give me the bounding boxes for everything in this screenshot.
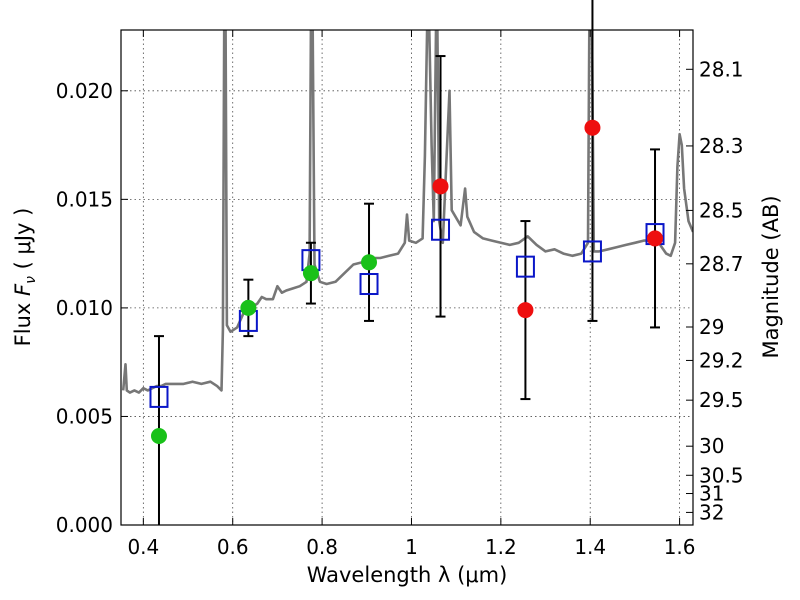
x-tick-label: 1.2: [485, 535, 517, 559]
plot-frame: [120, 29, 694, 526]
y2-tick-label: 32: [699, 500, 724, 524]
model-bandpass-square: [431, 218, 451, 241]
y2-tick-label: 30: [699, 434, 724, 458]
y2-tick-label: 30.5: [699, 463, 744, 487]
x-tick-label: 0.8: [306, 535, 338, 559]
y2-tick-label: 28.1: [699, 57, 744, 81]
observed-flux-point: [584, 119, 601, 136]
y2-tick-label: 28.3: [699, 134, 744, 158]
y-tick-label: 0.010: [56, 296, 113, 320]
observed-flux-point: [302, 265, 319, 282]
y-axis-label: Flux Fν ( μJy ): [11, 208, 39, 347]
y2-tick-label: 29.5: [699, 388, 744, 412]
series-layer: [121, 30, 693, 394]
y2-tick-label: 28.5: [699, 198, 744, 222]
x-tick-label: 0.4: [127, 535, 159, 559]
grid: [121, 30, 693, 526]
observed-flux-point: [240, 299, 257, 316]
observed-flux-point: [361, 254, 378, 271]
x-tick-label: 0.6: [217, 535, 249, 559]
y-tick-label: 0.020: [56, 79, 113, 103]
model-bandpass-square: [582, 240, 602, 263]
y2-axis-label: Magnitude (AB): [759, 195, 783, 358]
y2-tick-label: 31: [699, 482, 724, 506]
x-tick-label: 1.4: [574, 535, 606, 559]
x-tick-label: 1.6: [664, 535, 696, 559]
y2-tick-label: 28.7: [699, 252, 744, 276]
x-tick-label: 1: [405, 535, 418, 559]
x-axis-label: Wavelength λ (μm): [307, 563, 508, 587]
y-tick-label: 0.015: [56, 187, 113, 211]
y2-tick-label: 29.2: [699, 348, 744, 372]
y2-tick-label: 29: [699, 315, 724, 339]
observed-flux-point: [432, 178, 449, 195]
y-tick-label: 0.000: [56, 513, 113, 537]
model-spectrum-line: [121, 30, 693, 394]
model-bandpass-square: [515, 255, 535, 278]
observed-flux-point: [150, 427, 167, 444]
marker-layer: [149, 0, 665, 525]
model-bandpass-square: [359, 273, 379, 296]
plot-background: [121, 30, 693, 525]
ticks: 0.4 0.6 0.8 1 1.2 1.4 1.6 0.000 0.005 0.010 0.015 0…: [56, 30, 744, 559]
model-bandpass-square: [149, 385, 169, 408]
observed-flux-point: [517, 302, 534, 319]
observed-flux-point: [647, 230, 664, 247]
y-tick-label: 0.005: [56, 404, 113, 428]
